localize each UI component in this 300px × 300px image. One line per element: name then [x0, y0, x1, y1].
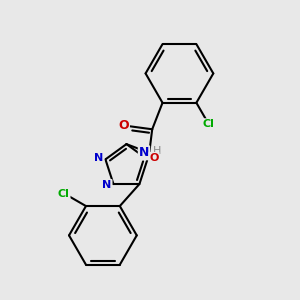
Text: Cl: Cl — [202, 119, 214, 129]
Text: O: O — [149, 153, 159, 163]
Text: Cl: Cl — [58, 189, 70, 199]
Text: O: O — [118, 119, 129, 132]
Text: H: H — [152, 146, 161, 156]
Text: N: N — [94, 154, 104, 164]
Text: N: N — [102, 180, 112, 190]
Text: N: N — [139, 146, 149, 159]
